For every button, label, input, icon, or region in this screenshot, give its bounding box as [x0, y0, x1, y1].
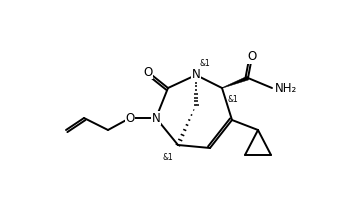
Polygon shape [222, 76, 249, 88]
Text: &1: &1 [227, 96, 238, 104]
Text: O: O [247, 50, 256, 64]
Text: &1: &1 [162, 154, 173, 162]
Text: O: O [143, 66, 153, 78]
Text: O: O [125, 112, 135, 124]
Text: N: N [192, 68, 200, 82]
Text: &1: &1 [199, 58, 210, 68]
Text: N: N [152, 112, 160, 124]
Text: NH₂: NH₂ [275, 82, 297, 95]
